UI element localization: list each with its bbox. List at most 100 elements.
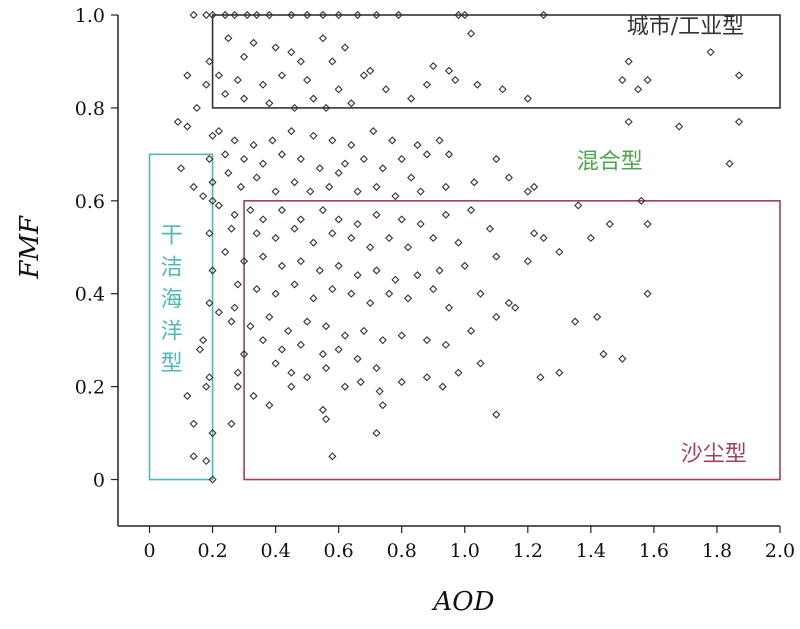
data-point	[476, 289, 485, 298]
data-point	[539, 10, 548, 20]
data-point	[359, 326, 368, 335]
region-box-2	[243, 200, 781, 481]
data-point	[391, 192, 400, 201]
data-point	[353, 219, 362, 229]
data-point	[372, 363, 381, 373]
data-point	[258, 80, 268, 89]
data-point	[372, 182, 381, 191]
data-point	[476, 359, 485, 368]
data-point	[328, 285, 337, 294]
data-point	[189, 10, 198, 20]
data-point	[189, 419, 198, 428]
y-axis-ticks: 0 0.2 0.4 0.6 0.8 1.0	[75, 5, 118, 492]
data-point	[258, 159, 268, 168]
data-point	[706, 48, 715, 57]
data-point	[195, 345, 205, 354]
data-point	[328, 57, 337, 66]
data-point	[224, 168, 233, 178]
region-label-0: 城市/工业型	[627, 15, 744, 40]
x-tick-label: 1.4	[576, 540, 606, 562]
data-point	[183, 391, 192, 401]
region-label-2: 沙尘型	[681, 442, 747, 467]
data-point	[265, 401, 274, 410]
data-point	[353, 10, 362, 20]
data-point	[492, 252, 501, 261]
data-point	[230, 136, 239, 145]
y-axis-title: FMF	[15, 215, 45, 280]
data-point	[315, 164, 324, 173]
data-point	[334, 168, 343, 178]
data-point	[205, 373, 214, 382]
data-point	[435, 266, 444, 275]
x-axis-title: AOD	[432, 587, 495, 617]
data-point	[224, 34, 233, 43]
data-point	[353, 354, 362, 363]
data-point	[381, 85, 391, 94]
data-point	[318, 405, 327, 414]
data-point	[734, 117, 744, 126]
data-point	[530, 229, 539, 238]
data-point	[277, 150, 287, 159]
data-point	[466, 206, 476, 215]
data-point	[309, 131, 318, 140]
data-point	[214, 308, 223, 317]
data-point	[290, 280, 299, 289]
data-point	[347, 99, 356, 108]
y-tick-label: 0.8	[75, 98, 105, 120]
data-point	[407, 173, 416, 182]
x-tick-label: 1.2	[513, 540, 543, 562]
data-point	[366, 243, 375, 252]
data-point	[334, 345, 343, 354]
data-point	[359, 154, 368, 164]
data-point	[375, 387, 384, 396]
data-point	[441, 210, 450, 219]
data-point	[321, 322, 331, 331]
data-point	[252, 10, 261, 20]
data-point	[422, 80, 432, 89]
data-point	[444, 303, 454, 312]
data-point	[454, 10, 463, 20]
data-point	[202, 382, 211, 391]
data-point	[530, 182, 539, 191]
x-tick-label: 1.6	[639, 540, 669, 562]
data-point	[328, 452, 337, 461]
data-point	[287, 127, 296, 136]
data-point	[265, 99, 274, 108]
data-point	[277, 206, 287, 215]
data-point	[334, 10, 343, 20]
data-point	[637, 196, 646, 205]
data-point	[192, 103, 201, 112]
data-point	[309, 294, 318, 303]
data-point	[429, 233, 438, 243]
data-point	[347, 140, 356, 150]
data-point	[227, 419, 236, 428]
data-point	[173, 117, 182, 126]
data-point	[321, 363, 331, 373]
data-point	[277, 261, 287, 270]
data-point	[214, 127, 223, 136]
data-point	[271, 43, 280, 52]
data-point	[290, 178, 299, 187]
x-axis-ticks: 0 0.2 0.4 0.6 0.8 1.0 1.2 1.4 1.6 1.8 2.0	[143, 526, 795, 562]
data-point	[438, 382, 447, 391]
x-tick-label: 1.0	[450, 540, 480, 562]
data-point	[205, 57, 214, 66]
data-point	[240, 94, 249, 103]
x-tick-label: 0.6	[324, 540, 354, 562]
data-point	[277, 71, 287, 80]
data-point	[287, 368, 296, 377]
data-point	[422, 150, 432, 159]
data-point	[599, 350, 608, 359]
data-point	[403, 243, 413, 252]
data-point	[441, 182, 450, 191]
data-point	[233, 280, 242, 289]
data-point	[287, 10, 296, 20]
region-label-3: 干洁海洋型	[161, 224, 183, 377]
data-point	[296, 215, 305, 224]
data-point	[183, 71, 192, 80]
data-point	[388, 136, 397, 145]
x-tick-label: 0.4	[261, 540, 291, 562]
data-point	[303, 317, 312, 326]
data-point	[208, 10, 217, 20]
data-point	[460, 261, 469, 270]
